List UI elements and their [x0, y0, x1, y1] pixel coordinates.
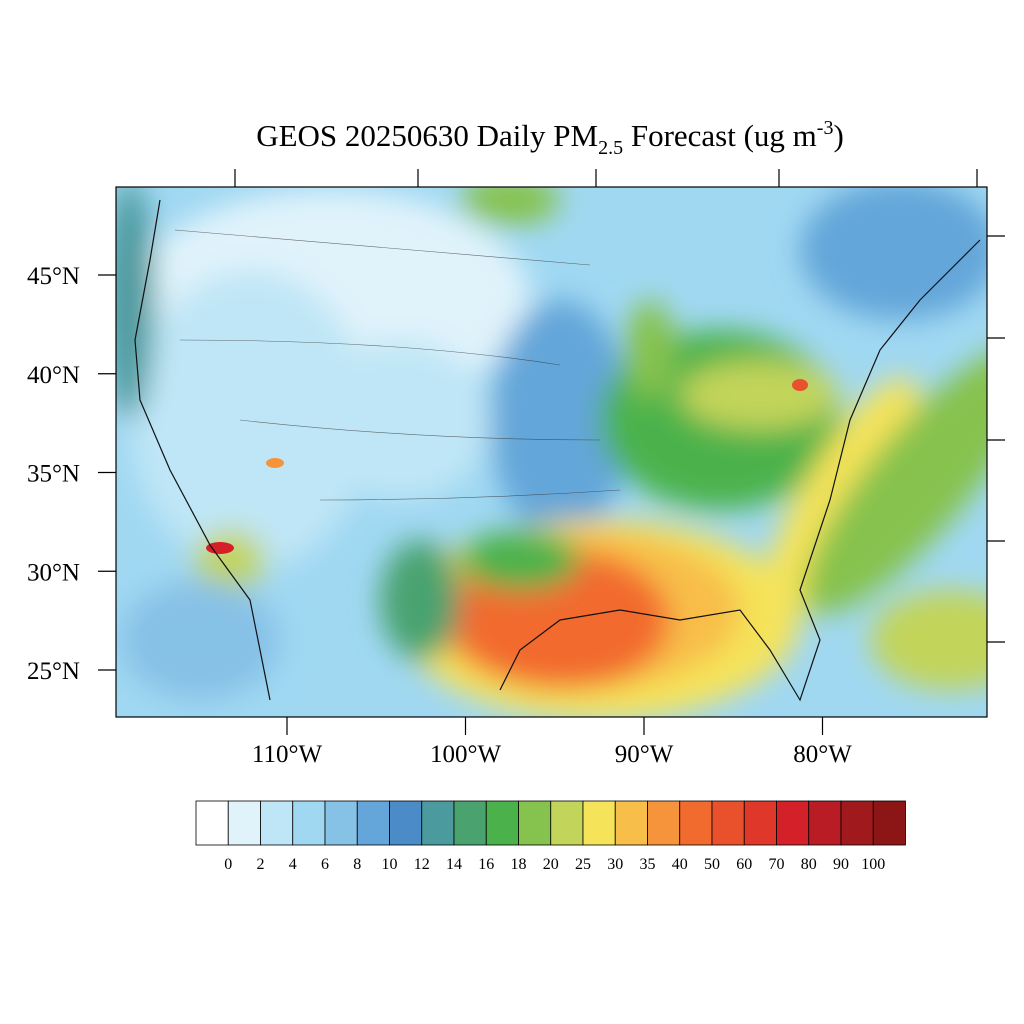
- coastline: [134, 199, 981, 702]
- lon-label: 110°W: [252, 741, 323, 768]
- lat-label: 35°N: [27, 461, 80, 488]
- frame-ticks: [234, 169, 1005, 643]
- title-subscript: 2.5: [598, 137, 623, 159]
- map-frame: [115, 186, 988, 718]
- colorbar-label: 40: [672, 856, 688, 873]
- colorbar-box: [356, 800, 390, 846]
- title-part: GEOS 20250630 Daily PM: [256, 118, 598, 153]
- colorbar-box: [711, 800, 745, 846]
- lon-label: 100°W: [430, 741, 501, 768]
- colorbar-box: [453, 800, 487, 846]
- colorbar-label: 18: [511, 856, 527, 873]
- lon-label: 80°W: [793, 741, 852, 768]
- lon-label: 90°W: [615, 741, 674, 768]
- title-part: ): [833, 118, 843, 153]
- colorbar-label: 90: [833, 856, 849, 873]
- hotspot: [206, 542, 234, 554]
- colorbar-label: 60: [736, 856, 752, 873]
- colorbar-label: 25: [575, 856, 591, 873]
- colorbar-box: [647, 800, 681, 846]
- colorbar-label: 100: [861, 856, 885, 873]
- colorbar-box: [260, 800, 294, 846]
- colorbar-label: 8: [353, 856, 361, 873]
- colorbar-box: [614, 800, 648, 846]
- colorbar-box: [292, 800, 326, 846]
- colorbar-box: [582, 800, 616, 846]
- colorbar-box: [550, 800, 584, 846]
- lat-label: 45°N: [27, 263, 80, 290]
- colorbar-label: 16: [478, 856, 494, 873]
- colorbar-label: 10: [382, 856, 398, 873]
- colorbar-label: 80: [801, 856, 817, 873]
- colorbar-box: [743, 800, 777, 846]
- map-title: GEOS 20250630 Daily PM2.5 Forecast (ug m…: [256, 117, 844, 159]
- colorbar-box: [872, 800, 906, 846]
- colorbar-label: 14: [446, 856, 462, 873]
- colorbar-label: 2: [257, 856, 265, 873]
- colorbar-box: [195, 800, 229, 846]
- colorbar-label: 35: [640, 856, 656, 873]
- colorbar-label: 0: [224, 856, 232, 873]
- colorbar-label: 50: [704, 856, 720, 873]
- colorbar-label: 20: [543, 856, 559, 873]
- hotspot: [792, 379, 808, 391]
- colorbar-box: [840, 800, 874, 846]
- colorbar-box: [679, 800, 713, 846]
- colorbar-box: [485, 800, 519, 846]
- colorbar-label: 6: [321, 856, 329, 873]
- colorbar-label: 12: [414, 856, 430, 873]
- colorbar-box: [808, 800, 842, 846]
- colorbar-box: [776, 800, 810, 846]
- lat-label: 30°N: [27, 559, 80, 586]
- colorbar-box: [227, 800, 261, 846]
- colorbar-box: [389, 800, 423, 846]
- title-part: Forecast (ug m: [623, 118, 817, 153]
- colorbar-label: 4: [289, 856, 297, 873]
- lat-label: 25°N: [27, 658, 80, 685]
- colorbar-label: 30: [607, 856, 623, 873]
- title-superscript: -3: [817, 117, 834, 139]
- lat-label: 40°N: [27, 362, 80, 389]
- pm25-field: [116, 187, 987, 717]
- colorbar-box: [421, 800, 455, 846]
- hotspot: [266, 458, 284, 468]
- colorbar-box: [518, 800, 552, 846]
- colorbar-label: 70: [769, 856, 785, 873]
- colorbar-box: [324, 800, 358, 846]
